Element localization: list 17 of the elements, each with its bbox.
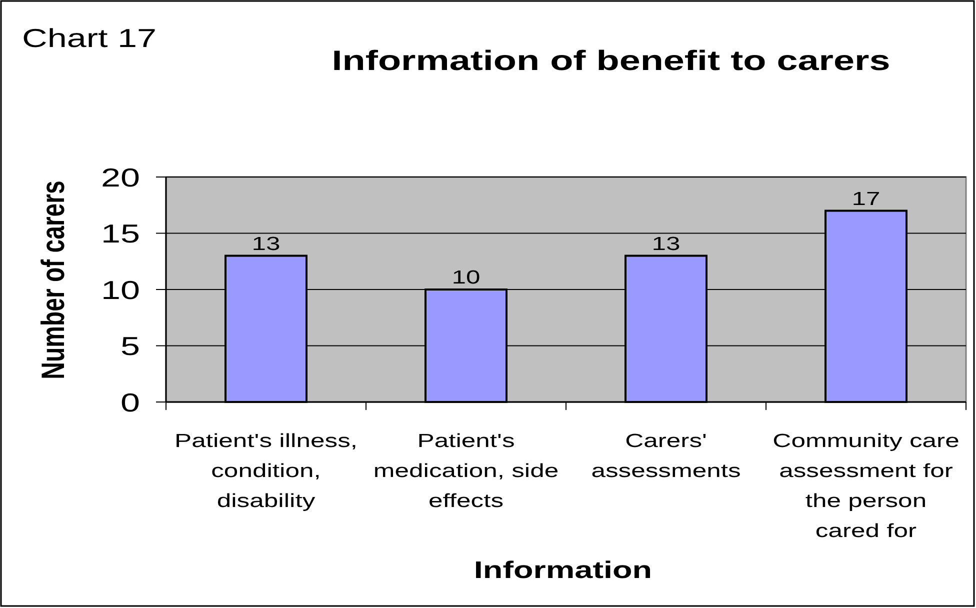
x-tick-label: Patient's illness, condition, disability — [174, 430, 358, 512]
x-tick-label: Patient's medication, side effects — [373, 430, 559, 512]
x-tick-label: Community care assessment for the person cared for — [772, 430, 960, 542]
data-label: 13 — [652, 232, 680, 254]
y-tick-label: 15 — [100, 219, 140, 248]
x-tick-label: Carers' assessments — [591, 430, 741, 482]
x-axis-title: Information — [474, 556, 652, 584]
y-tick-label: 10 — [100, 275, 140, 305]
y-axis-title: Number of carers — [36, 180, 72, 380]
caption: Chart 17 — [22, 23, 157, 53]
chart-title: Information of benefit to carers — [332, 46, 890, 77]
data-label: 17 — [852, 188, 880, 209]
y-tick-label: 5 — [120, 332, 140, 361]
data-label: 13 — [252, 232, 280, 254]
data-label: 10 — [452, 266, 480, 288]
y-tick-label: 20 — [100, 162, 140, 192]
y-tick-label: 0 — [120, 388, 140, 418]
